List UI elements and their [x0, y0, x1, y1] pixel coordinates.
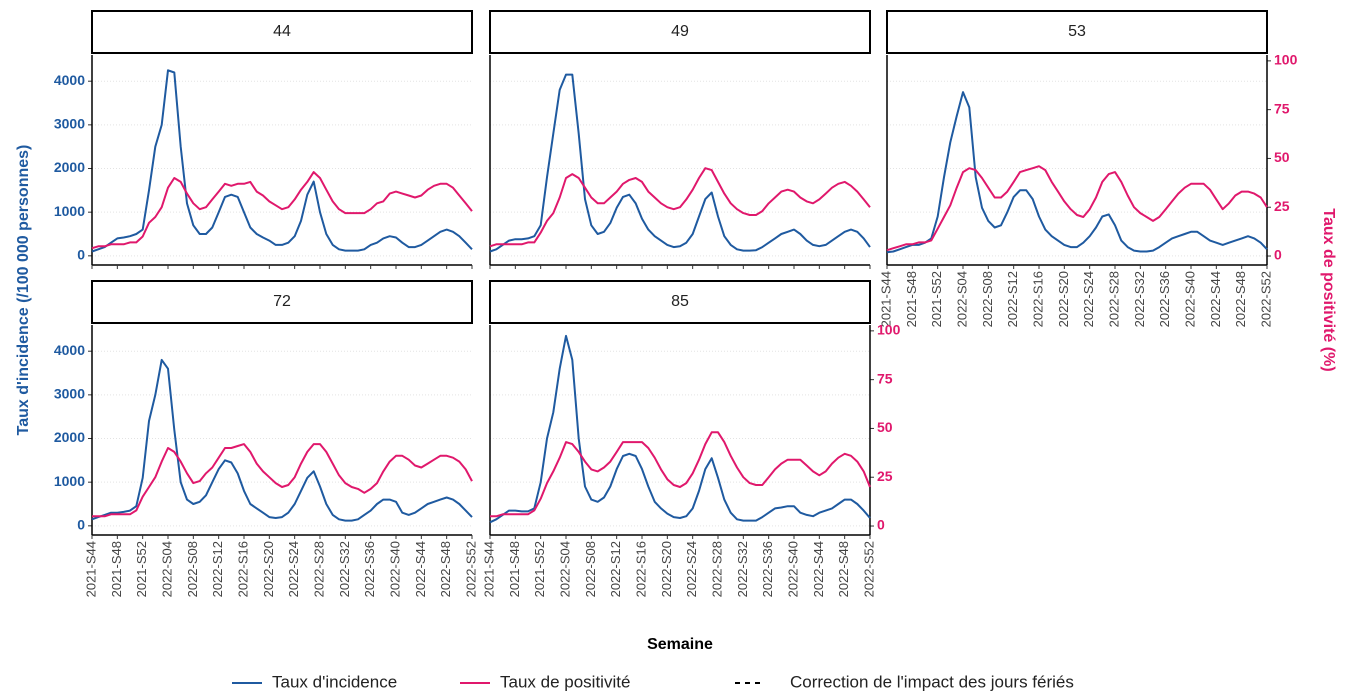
strip: [886, 10, 1268, 54]
y-tick-label: 2000: [54, 429, 85, 445]
strip: [91, 10, 473, 54]
y-tick-label: 3000: [54, 116, 85, 132]
x-tick-label: 2022-S20: [261, 541, 276, 597]
x-tick-label: 2022-S04: [557, 541, 572, 597]
x-tick-label: 2022-S44: [1208, 271, 1223, 327]
x-tick-label: 2022-S16: [1030, 271, 1045, 327]
series-line: [489, 73, 871, 253]
x-tick-label: 2022-S32: [1132, 271, 1147, 327]
x-tick-label: 2022-S52: [861, 541, 876, 597]
y-tick-label: 2000: [54, 159, 85, 175]
x-tick-label: 2021-S48: [904, 271, 919, 327]
y-tick-label: 0: [77, 517, 85, 533]
y-tick-label: 0: [77, 247, 85, 263]
panel-title: 53: [1068, 23, 1086, 40]
legend-label: Taux d'incidence: [272, 672, 397, 691]
y-tick-label: 3000: [54, 386, 85, 402]
series-line: [91, 69, 473, 253]
x-tick-label: 2021-S52: [929, 271, 944, 327]
y2-tick-label: 50: [877, 419, 893, 435]
y-tick-label: 1000: [54, 203, 85, 219]
x-tick-label: 2021-S44: [481, 541, 496, 597]
y2-axis-title: Taux de positivité (%): [1320, 208, 1337, 371]
series-line: [91, 171, 473, 250]
y2-tick-label: 75: [1274, 100, 1290, 116]
x-tick-label: 2022-S36: [362, 541, 377, 597]
strip: [489, 10, 871, 54]
series-line: [91, 358, 473, 522]
y2-tick-label: 0: [877, 517, 885, 533]
x-tick-label: 2022-S28: [311, 541, 326, 597]
x-tick-label: 2022-S04: [954, 271, 969, 327]
series-line: [886, 91, 1268, 254]
y-tick-label: 1000: [54, 473, 85, 489]
x-tick-label: 2022-S20: [659, 541, 674, 597]
x-tick-label: 2022-S44: [413, 541, 428, 597]
x-tick-label: 2021-S48: [109, 541, 124, 597]
x-tick-label: 2022-S32: [735, 541, 750, 597]
x-tick-label: 2022-S32: [337, 541, 352, 597]
panel-title: 72: [273, 293, 291, 310]
x-tick-label: 2022-S40: [785, 541, 800, 597]
x-tick-label: 2022-S52: [463, 541, 478, 597]
x-tick-label: 2022-S28: [1106, 271, 1121, 327]
panel-title: 44: [273, 23, 291, 40]
x-tick-label: 2022-S48: [438, 541, 453, 597]
x-tick-label: 2022-S24: [684, 541, 699, 597]
series-line: [92, 443, 473, 518]
x-tick-label: 2022-S12: [1005, 271, 1020, 327]
panel-title: 85: [671, 293, 689, 310]
series-line: [489, 334, 871, 524]
x-tick-label: 2022-S36: [1157, 271, 1172, 327]
x-axis-title: Semaine: [647, 636, 713, 653]
x-tick-label: 2022-S08: [583, 541, 598, 597]
y2-tick-label: 25: [1274, 198, 1290, 214]
x-tick-label: 2022-S28: [709, 541, 724, 597]
x-tick-label: 2022-S04: [159, 541, 174, 597]
y2-tick-label: 0: [1274, 247, 1282, 263]
strip: [91, 280, 473, 324]
series-line: [886, 165, 1268, 252]
x-tick-label: 2022-S48: [836, 541, 851, 597]
x-tick-label: 2022-S40: [387, 541, 402, 597]
x-tick-label: 2022-S48: [1233, 271, 1248, 327]
series-line: [490, 431, 871, 518]
x-tick-label: 2022-S12: [608, 541, 623, 597]
x-tick-label: 2021-S52: [532, 541, 547, 597]
y2-tick-label: 100: [1274, 52, 1298, 68]
y-tick-label: 4000: [54, 342, 85, 358]
legend-label: Correction de l'impact des jours fériés: [790, 672, 1074, 691]
x-tick-label: 2021-S44: [83, 541, 98, 597]
x-tick-label: 2022-S12: [210, 541, 225, 597]
y2-tick-label: 25: [877, 468, 893, 484]
legend-label: Taux de positivité: [500, 672, 630, 691]
y2-tick-label: 50: [1274, 149, 1290, 165]
y-tick-label: 4000: [54, 72, 85, 88]
y-axis-title: Taux d'incidence (/100 000 personnes): [15, 145, 32, 436]
x-tick-label: 2022-S16: [633, 541, 648, 597]
x-tick-label: 2022-S20: [1056, 271, 1071, 327]
x-tick-label: 2021-S52: [134, 541, 149, 597]
x-tick-label: 2022-S08: [185, 541, 200, 597]
series-line: [489, 167, 871, 248]
x-tick-label: 2021-S48: [507, 541, 522, 597]
y2-tick-label: 75: [877, 370, 893, 386]
strip: [489, 280, 871, 324]
x-tick-label: 2022-S40: [1182, 271, 1197, 327]
x-tick-label: 2022-S08: [980, 271, 995, 327]
x-tick-label: 2022-S36: [760, 541, 775, 597]
y2-tick-label: 100: [877, 322, 901, 338]
panel-title: 49: [671, 23, 689, 40]
x-tick-label: 2022-S44: [811, 541, 826, 597]
x-tick-label: 2022-S24: [286, 541, 301, 597]
x-tick-label: 2021-S44: [878, 271, 893, 327]
x-tick-label: 2022-S16: [235, 541, 250, 597]
x-tick-label: 2022-S52: [1258, 271, 1273, 327]
x-tick-label: 2022-S24: [1081, 271, 1096, 327]
